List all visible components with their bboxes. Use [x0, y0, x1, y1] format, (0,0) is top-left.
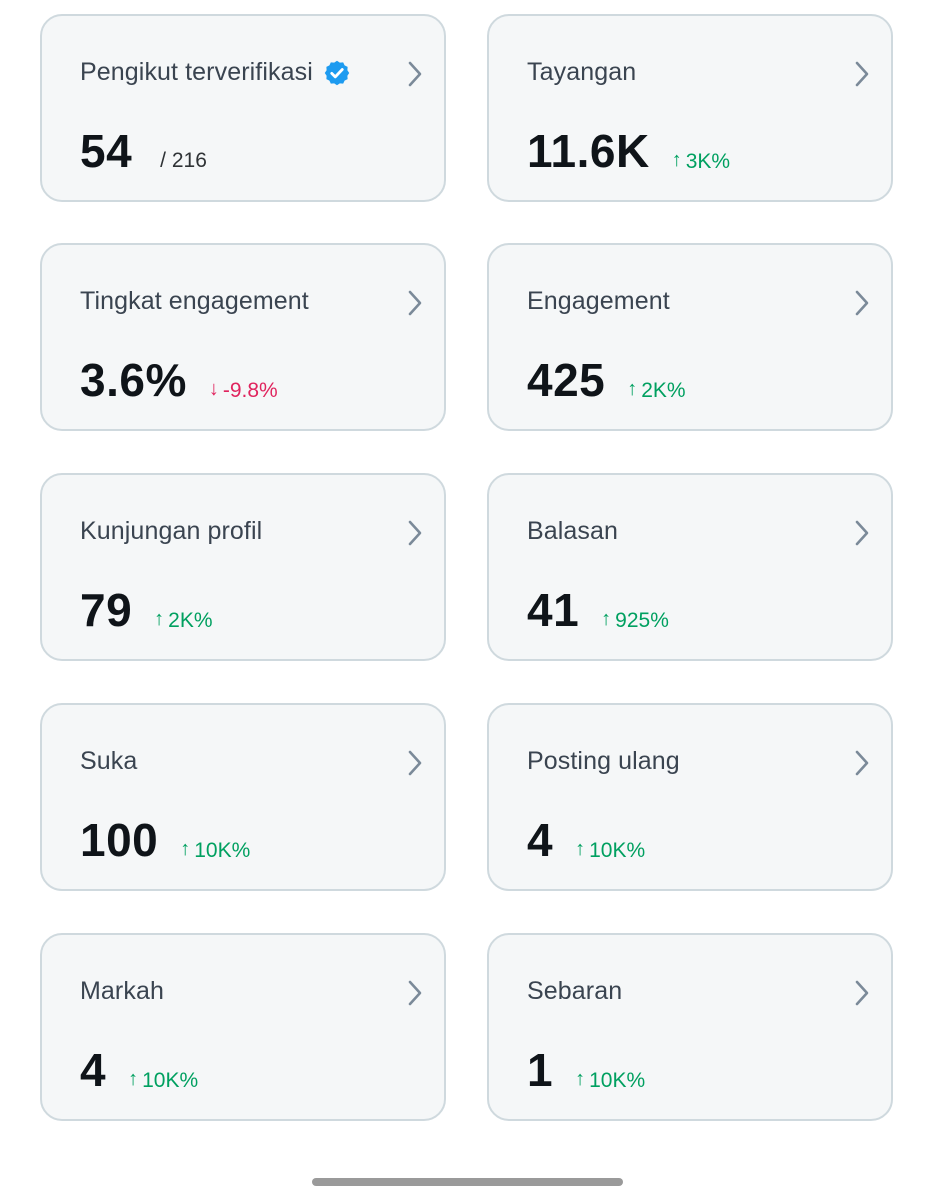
arrow-up-icon: ↑: [180, 838, 191, 860]
card-title: Pengikut terverifikasi: [80, 58, 313, 86]
change-indicator: ↑ 10K%: [575, 838, 646, 863]
card-title: Posting ulang: [527, 747, 680, 775]
card-value: 4: [527, 814, 554, 866]
chevron-right-icon: [855, 520, 869, 546]
card-total: / 216: [160, 149, 207, 172]
card-title-row: Suka: [80, 747, 137, 776]
arrow-up-icon: ↑: [575, 1068, 586, 1090]
change-value: 10K%: [142, 1068, 199, 1092]
card-value-row: 4 ↑ 10K%: [80, 1043, 198, 1097]
card-value-row: 1 ↑ 10K%: [527, 1043, 645, 1097]
home-indicator-bar[interactable]: [312, 1178, 623, 1186]
change-value: 3K%: [685, 149, 731, 173]
card-title-row: Posting ulang: [527, 747, 680, 776]
card-value: 41: [527, 584, 580, 636]
card-value-row: 79 ↑ 2K%: [80, 583, 213, 637]
change-value: 10K%: [589, 838, 646, 862]
chevron-right-icon: [855, 750, 869, 776]
change-value: 10K%: [194, 838, 251, 862]
card-title-row: Kunjungan profil: [80, 517, 262, 546]
change-value: 10K%: [589, 1068, 646, 1092]
card-value-row: 4 ↑ 10K%: [527, 813, 645, 867]
card-value: 79: [80, 584, 133, 636]
card-title-row: Tayangan: [527, 58, 636, 87]
chevron-right-icon: [855, 61, 869, 87]
change-value: 2K%: [641, 378, 686, 402]
card-title: Balasan: [527, 517, 619, 545]
card-title-row: Engagement: [527, 287, 670, 316]
chevron-right-icon: [408, 980, 422, 1006]
card-engagement-rate[interactable]: Tingkat engagement 3.6% ↓ -9.8%: [40, 243, 446, 431]
arrow-up-icon: ↑: [154, 608, 165, 630]
arrow-up-icon: ↑: [601, 608, 612, 630]
card-reposts[interactable]: Posting ulang 4 ↑ 10K%: [487, 703, 893, 891]
card-title: Tayangan: [527, 58, 637, 86]
card-value-row: 11.6K ↑ 3K%: [527, 124, 730, 178]
card-value-row: 3.6% ↓ -9.8%: [80, 353, 278, 407]
card-replies[interactable]: Balasan 41 ↑ 925%: [487, 473, 893, 661]
change-indicator: ↑ 3K%: [671, 149, 731, 174]
card-shares[interactable]: Sebaran 1 ↑ 10K%: [487, 933, 893, 1121]
change-value: 2K%: [168, 608, 213, 632]
arrow-up-icon: ↑: [575, 838, 586, 860]
card-value: 4: [80, 1044, 107, 1096]
card-title: Sebaran: [527, 977, 623, 1005]
arrow-up-icon: ↑: [627, 378, 638, 400]
chevron-right-icon: [408, 61, 422, 87]
change-indicator: ↑ 925%: [601, 608, 669, 633]
card-value: 54: [80, 125, 133, 177]
card-value: 100: [80, 814, 159, 866]
arrow-up-icon: ↑: [128, 1068, 139, 1090]
card-profile-visits[interactable]: Kunjungan profil 79 ↑ 2K%: [40, 473, 446, 661]
card-likes[interactable]: Suka 100 ↑ 10K%: [40, 703, 446, 891]
change-indicator: ↑ 2K%: [627, 378, 686, 403]
change-indicator: ↑ 10K%: [128, 1068, 199, 1093]
chevron-right-icon: [408, 750, 422, 776]
card-title-row: Markah: [80, 977, 164, 1006]
card-title-row: Balasan: [527, 517, 618, 546]
card-value: 3.6%: [80, 354, 187, 406]
chevron-right-icon: [855, 290, 869, 316]
change-indicator: ↓ -9.8%: [208, 378, 278, 403]
change-indicator: ↑ 10K%: [180, 838, 251, 863]
card-value: 1: [527, 1044, 554, 1096]
arrow-down-icon: ↓: [208, 378, 219, 400]
card-title: Suka: [80, 747, 138, 775]
change-value: 925%: [615, 608, 669, 632]
card-title: Markah: [80, 977, 164, 1005]
change-value: -9.8%: [222, 378, 278, 402]
card-value: 425: [527, 354, 606, 406]
card-title-row: Tingkat engagement: [80, 287, 309, 316]
card-title: Tingkat engagement: [80, 287, 309, 315]
card-value-row: 425 ↑ 2K%: [527, 353, 686, 407]
card-title-row: Sebaran: [527, 977, 622, 1006]
change-indicator: ↑ 10K%: [575, 1068, 646, 1093]
change-indicator: ↑ 2K%: [154, 608, 213, 633]
card-impressions[interactable]: Tayangan 11.6K ↑ 3K%: [487, 14, 893, 202]
card-bookmarks[interactable]: Markah 4 ↑ 10K%: [40, 933, 446, 1121]
card-value-row: 100 ↑ 10K%: [80, 813, 250, 867]
card-engagement[interactable]: Engagement 425 ↑ 2K%: [487, 243, 893, 431]
card-verified-followers[interactable]: Pengikut terverifikasi 54 / 216: [40, 14, 446, 202]
card-value-row: 41 ↑ 925%: [527, 583, 669, 637]
card-value-row: 54 / 216: [80, 124, 207, 178]
chevron-right-icon: [408, 520, 422, 546]
chevron-right-icon: [408, 290, 422, 316]
card-value: 11.6K: [527, 125, 650, 177]
arrow-up-icon: ↑: [671, 149, 682, 171]
card-title: Kunjungan profil: [80, 517, 263, 545]
card-title-row: Pengikut terverifikasi: [80, 58, 351, 87]
card-title: Engagement: [527, 287, 670, 315]
chevron-right-icon: [855, 980, 869, 1006]
verified-badge-icon: [324, 60, 350, 85]
